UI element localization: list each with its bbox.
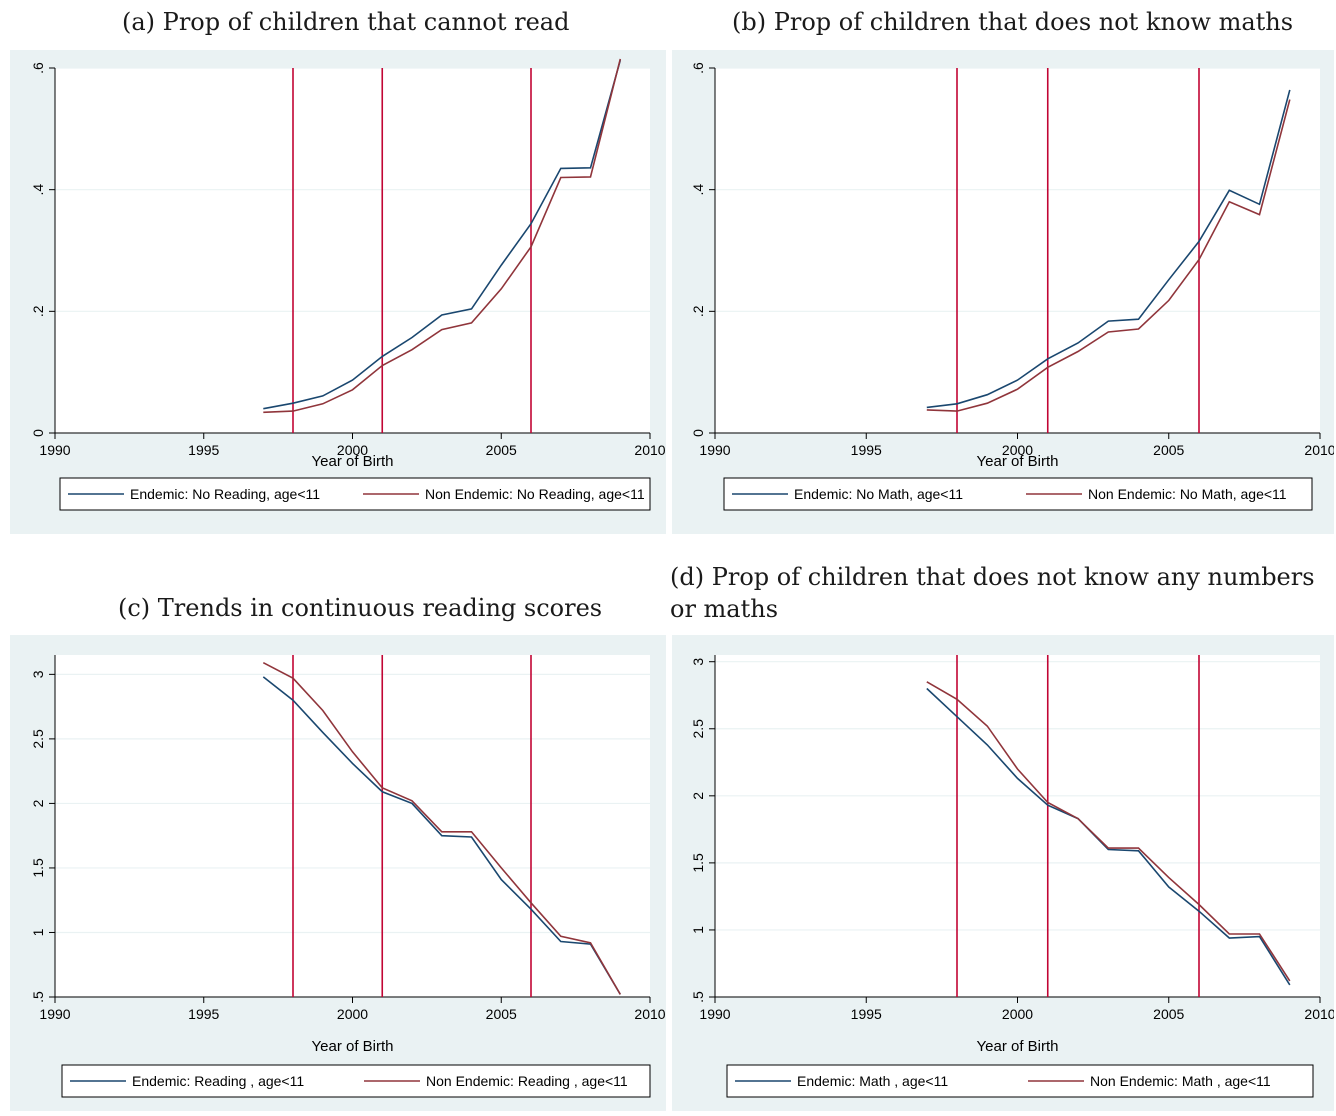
y-tick-label: .5 bbox=[690, 991, 706, 1003]
series-line-non-endemic bbox=[926, 99, 1291, 412]
caption-c: (c) Trends in continuous reading scores bbox=[118, 594, 603, 622]
x-axis-label: Year of Birth bbox=[977, 453, 1059, 470]
y-tick-label: 3 bbox=[30, 670, 46, 678]
x-tick-label: 2010 bbox=[1304, 1006, 1334, 1022]
panel-a: 0 .2 .4 .6 1990 1995 2000 2005 2010 Year of Birth… bbox=[10, 50, 666, 534]
x-tick-label: 2005 bbox=[1153, 442, 1184, 458]
y-tick-label: 3 bbox=[690, 658, 706, 666]
series-line-endemic bbox=[926, 89, 1291, 409]
x-axis-label: Year of Birth bbox=[977, 1038, 1059, 1055]
x-axis-label: Year of Birth bbox=[312, 1038, 394, 1055]
x-tick-label: 2010 bbox=[634, 1006, 665, 1022]
legend-label-endemic: Endemic: Reading , age<11 bbox=[132, 1073, 304, 1089]
x-tick-label: 2000 bbox=[1002, 442, 1033, 458]
legend-box bbox=[726, 1064, 1314, 1098]
x-tick-label: 2010 bbox=[634, 442, 665, 458]
legend-label-non-endemic: Non Endemic: No Math, age<11 bbox=[1088, 486, 1287, 502]
caption-a: (a) Prop of children that cannot read bbox=[122, 8, 570, 36]
plot-area bbox=[55, 68, 650, 433]
series-line-non-endemic bbox=[263, 58, 622, 414]
y-tick-label: .6 bbox=[690, 62, 706, 74]
y-tick-label: .4 bbox=[30, 184, 46, 196]
x-tick-label: 1990 bbox=[699, 442, 730, 458]
x-tick-label: 2000 bbox=[337, 442, 368, 458]
chart-b: 0 .2 .4 .6 1990 1995 2000 2005 2010 Year of Birth… bbox=[690, 62, 1336, 511]
legend-label-endemic: Endemic: No Reading, age<11 bbox=[130, 486, 320, 502]
caption-d: (d) Prop of children that does not know … bbox=[670, 563, 1315, 623]
legend-box bbox=[61, 1064, 651, 1098]
y-tick-label: 0 bbox=[30, 429, 46, 437]
panel-c: .5 1 1.5 2 2.5 3 1990 1995 2000 2005 2010 Year of B… bbox=[10, 635, 666, 1111]
y-tick-label: .2 bbox=[690, 305, 706, 317]
x-tick-label: 1995 bbox=[851, 442, 882, 458]
y-tick-label: .2 bbox=[30, 305, 46, 317]
y-tick-label: 1.5 bbox=[690, 853, 706, 873]
caption-b: (b) Prop of children that does not know … bbox=[732, 8, 1294, 36]
y-tick-label: 2.5 bbox=[30, 729, 46, 749]
y-tick-label: 2.5 bbox=[690, 719, 706, 739]
plot-area bbox=[715, 655, 1320, 997]
panel-b: 0 .2 .4 .6 1990 1995 2000 2005 2010 Year of Birth… bbox=[672, 50, 1336, 534]
x-tick-label: 1990 bbox=[39, 1006, 70, 1022]
y-tick-label: 1 bbox=[30, 928, 46, 936]
series-line-endemic bbox=[262, 676, 621, 995]
series-line-endemic bbox=[263, 59, 622, 410]
plot-area bbox=[715, 68, 1320, 433]
x-tick-label: 2000 bbox=[1002, 1006, 1033, 1022]
x-axis-label: Year of Birth bbox=[312, 453, 394, 470]
plot-area bbox=[55, 655, 650, 997]
chart-a: 0 .2 .4 .6 1990 1995 2000 2005 2010 Year of Birth… bbox=[30, 58, 666, 511]
x-tick-label: 2005 bbox=[486, 1006, 517, 1022]
y-tick-label: .6 bbox=[30, 62, 46, 74]
y-tick-label: .4 bbox=[690, 184, 706, 196]
series-line-endemic bbox=[926, 687, 1291, 986]
x-tick-label: 2005 bbox=[486, 442, 517, 458]
x-tick-label: 1995 bbox=[188, 442, 219, 458]
series-line-non-endemic bbox=[262, 661, 621, 995]
chart-c: .5 1 1.5 2 2.5 3 1990 1995 2000 2005 2010 Year of B… bbox=[30, 655, 666, 1098]
legend-label-endemic: Endemic: No Math, age<11 bbox=[794, 486, 963, 502]
y-tick-label: 1 bbox=[690, 926, 706, 934]
x-tick-label: 2005 bbox=[1153, 1006, 1184, 1022]
x-tick-label: 1995 bbox=[851, 1006, 882, 1022]
x-tick-label: 2010 bbox=[1304, 442, 1334, 458]
panel-d: .5 1 1.5 2 2.5 3 1990 1995 2000 2005 2010 Year of B… bbox=[672, 635, 1336, 1111]
x-tick-label: 2000 bbox=[337, 1006, 368, 1022]
chart-d: .5 1 1.5 2 2.5 3 1990 1995 2000 2005 2010 Year of B… bbox=[690, 655, 1336, 1098]
series-line-non-endemic bbox=[926, 681, 1291, 982]
legend-box bbox=[723, 477, 1313, 511]
y-tick-label: 2 bbox=[690, 792, 706, 800]
legend-label-endemic: Endemic: Math , age<11 bbox=[797, 1073, 948, 1089]
x-tick-label: 1990 bbox=[39, 442, 70, 458]
legend-label-non-endemic: Non Endemic: Reading , age<11 bbox=[426, 1073, 628, 1089]
y-tick-label: 1.5 bbox=[30, 858, 46, 878]
y-tick-label: .5 bbox=[30, 991, 46, 1003]
legend-label-non-endemic: Non Endemic: Math , age<11 bbox=[1090, 1073, 1271, 1089]
x-tick-label: 1990 bbox=[699, 1006, 730, 1022]
y-tick-label: 2 bbox=[30, 799, 46, 807]
legend-label-non-endemic: Non Endemic: No Reading, age<11 bbox=[425, 486, 645, 502]
x-tick-label: 1995 bbox=[188, 1006, 219, 1022]
legend-box bbox=[59, 477, 651, 511]
y-tick-label: 0 bbox=[690, 429, 706, 437]
